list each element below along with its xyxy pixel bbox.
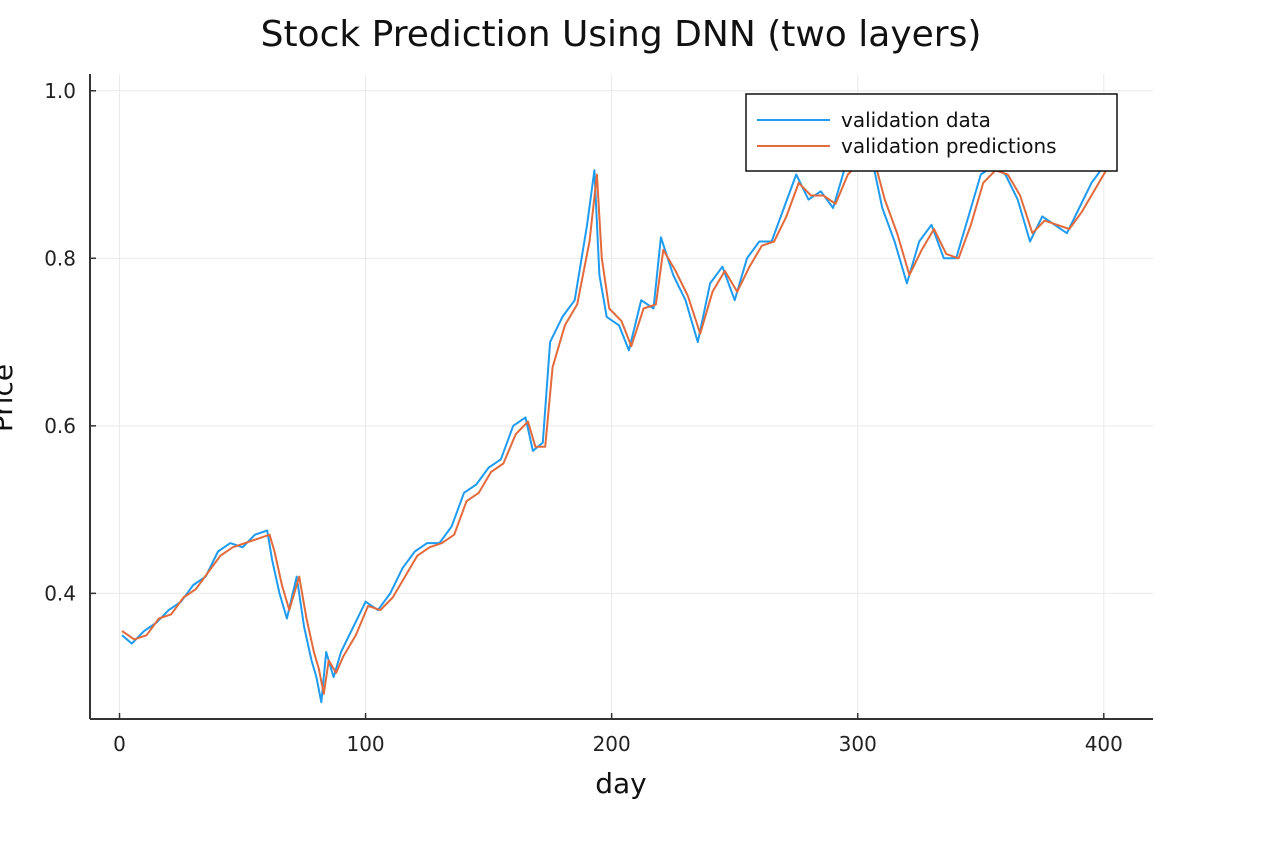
y-tick-label: 1.0 <box>44 79 76 103</box>
y-tick-label: 0.4 <box>44 581 76 605</box>
legend-label-validation-predictions: validation predictions <box>841 134 1057 158</box>
x-axis-label: day <box>595 767 647 800</box>
x-tick-label: 200 <box>593 732 631 756</box>
legend-box <box>745 93 1118 172</box>
y-axis-label: Price <box>0 364 19 432</box>
y-ticks: 0.4 0.6 0.8 1.0 <box>44 79 96 605</box>
series-line-validation-predictions <box>121 103 1118 695</box>
y-tick-label: 0.8 <box>44 246 76 270</box>
series-layer <box>121 98 1118 704</box>
x-ticks: 0 100 200 300 400 <box>113 713 1123 756</box>
x-tick-label: 0 <box>113 732 126 756</box>
x-tick-label: 300 <box>839 732 877 756</box>
x-tick-label: 400 <box>1085 732 1123 756</box>
y-tick-label: 0.6 <box>44 414 76 438</box>
legend: validation data validation predictions <box>745 93 1118 172</box>
axes <box>89 74 1153 720</box>
chart-title: Stock Prediction Using DNN (two layers) <box>261 14 982 55</box>
legend-label-validation-data: validation data <box>841 108 991 132</box>
x-tick-label: 100 <box>346 732 384 756</box>
grid-lines <box>90 74 1153 719</box>
